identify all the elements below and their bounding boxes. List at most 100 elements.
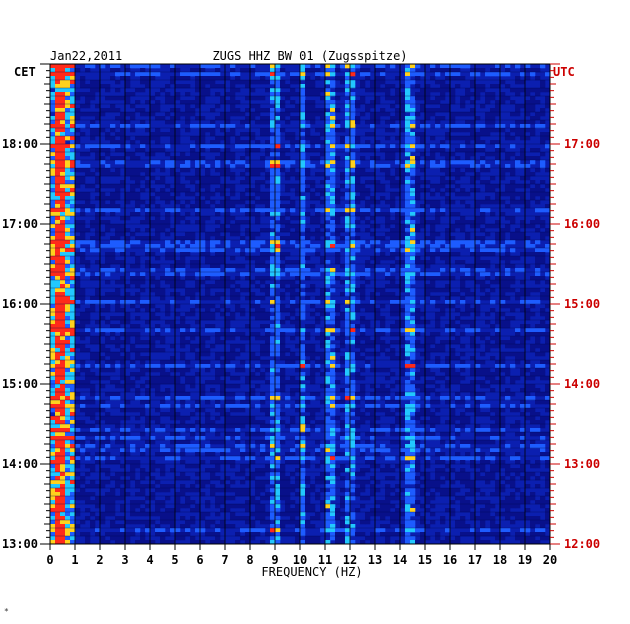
spectrogram-cell bbox=[300, 72, 306, 77]
spectrogram-cell bbox=[445, 304, 451, 309]
spectrogram-cell bbox=[405, 120, 411, 125]
spectrogram-cell bbox=[165, 328, 171, 333]
spectrogram-cell bbox=[360, 336, 366, 341]
spectrogram-cell bbox=[345, 408, 351, 413]
spectrogram-cell bbox=[335, 416, 341, 421]
spectrogram-cell bbox=[375, 212, 381, 217]
spectrogram-cell bbox=[455, 364, 461, 369]
spectrogram-cell bbox=[255, 172, 261, 177]
spectrogram-cell bbox=[160, 88, 166, 93]
spectrogram-cell bbox=[105, 272, 111, 277]
spectrogram-cell bbox=[85, 316, 91, 321]
spectrogram-cell bbox=[270, 392, 276, 397]
spectrogram-cell bbox=[125, 376, 131, 381]
spectrogram-cell bbox=[400, 368, 406, 373]
spectrogram-cell bbox=[475, 136, 481, 141]
spectrogram-cell bbox=[250, 172, 256, 177]
spectrogram-cell bbox=[505, 324, 511, 329]
spectrogram-cell bbox=[415, 188, 421, 193]
spectrogram-cell bbox=[180, 400, 186, 405]
spectrogram-cell bbox=[300, 328, 306, 333]
spectrogram-cell bbox=[460, 172, 466, 177]
spectrogram-cell bbox=[315, 188, 321, 193]
spectrogram-cell bbox=[240, 420, 246, 425]
spectrogram-cell bbox=[275, 256, 281, 261]
spectrogram-cell bbox=[295, 140, 301, 145]
spectrogram-cell bbox=[290, 132, 296, 137]
spectrogram-cell bbox=[285, 184, 291, 189]
spectrogram-cell bbox=[330, 116, 336, 121]
spectrogram-cell bbox=[335, 208, 341, 213]
spectrogram-cell bbox=[120, 184, 126, 189]
spectrogram-cell bbox=[80, 260, 86, 265]
spectrogram-cell bbox=[490, 116, 496, 121]
spectrogram-cell bbox=[380, 268, 386, 273]
spectrogram-cell bbox=[50, 268, 56, 273]
spectrogram-cell bbox=[415, 404, 421, 409]
spectrogram-cell bbox=[60, 156, 66, 161]
spectrogram-cell bbox=[100, 112, 106, 117]
spectrogram-cell bbox=[425, 380, 431, 385]
spectrogram-cell bbox=[165, 388, 171, 393]
spectrogram-cell bbox=[225, 400, 231, 405]
spectrogram-cell bbox=[220, 228, 226, 233]
spectrogram-cell bbox=[115, 260, 121, 265]
spectrogram-cell bbox=[295, 332, 301, 337]
spectrogram-cell bbox=[180, 320, 186, 325]
spectrogram-cell bbox=[285, 348, 291, 353]
spectrogram-cell bbox=[485, 116, 491, 121]
spectrogram-cell bbox=[410, 96, 416, 101]
spectrogram-cell bbox=[340, 228, 346, 233]
spectrogram-cell bbox=[70, 324, 76, 329]
spectrogram-cell bbox=[50, 324, 56, 329]
spectrogram-cell bbox=[200, 220, 206, 225]
spectrogram-cell bbox=[60, 320, 66, 325]
spectrogram-cell bbox=[465, 268, 471, 273]
spectrogram-cell bbox=[65, 216, 71, 221]
spectrogram-cell bbox=[410, 424, 416, 429]
spectrogram-cell bbox=[265, 340, 271, 345]
spectrogram-cell bbox=[325, 420, 331, 425]
spectrogram-cell bbox=[70, 408, 76, 413]
spectrogram-cell bbox=[115, 296, 121, 301]
spectrogram-cell bbox=[480, 200, 486, 205]
spectrogram-cell bbox=[395, 240, 401, 245]
spectrogram-cell bbox=[480, 404, 486, 409]
spectrogram-cell bbox=[320, 172, 326, 177]
spectrogram-cell bbox=[300, 268, 306, 273]
spectrogram-cell bbox=[215, 272, 221, 277]
spectrogram-cell bbox=[410, 268, 416, 273]
spectrogram-cell bbox=[515, 292, 521, 297]
spectrogram-cell bbox=[305, 348, 311, 353]
spectrogram-cell bbox=[265, 316, 271, 321]
spectrogram-cell bbox=[540, 188, 546, 193]
spectrogram-cell bbox=[500, 320, 506, 325]
spectrogram-cell bbox=[500, 312, 506, 317]
spectrogram-cell bbox=[480, 428, 486, 433]
spectrogram-cell bbox=[250, 292, 256, 297]
spectrogram-cell bbox=[355, 240, 361, 245]
spectrogram-cell bbox=[200, 116, 206, 121]
spectrogram-cell bbox=[320, 116, 326, 121]
spectrogram-cell bbox=[265, 412, 271, 417]
spectrogram-cell bbox=[205, 252, 211, 257]
spectrogram-cell bbox=[360, 356, 366, 361]
spectrogram-cell bbox=[85, 312, 91, 317]
spectrogram-cell bbox=[480, 264, 486, 269]
spectrogram-cell bbox=[295, 344, 301, 349]
spectrogram-cell bbox=[65, 420, 71, 425]
spectrogram-cell bbox=[75, 112, 81, 117]
spectrogram-cell bbox=[215, 180, 221, 185]
spectrogram-cell bbox=[455, 192, 461, 197]
spectrogram-cell bbox=[345, 416, 351, 421]
spectrogram-cell bbox=[370, 240, 376, 245]
spectrogram-cell bbox=[290, 204, 296, 209]
spectrogram-cell bbox=[395, 308, 401, 313]
spectrogram-cell bbox=[325, 380, 331, 385]
spectrogram-cell bbox=[410, 144, 416, 149]
spectrogram-cell bbox=[220, 84, 226, 89]
spectrogram-cell bbox=[95, 148, 101, 153]
spectrogram-cell bbox=[200, 428, 206, 433]
spectrogram-cell bbox=[545, 184, 551, 189]
